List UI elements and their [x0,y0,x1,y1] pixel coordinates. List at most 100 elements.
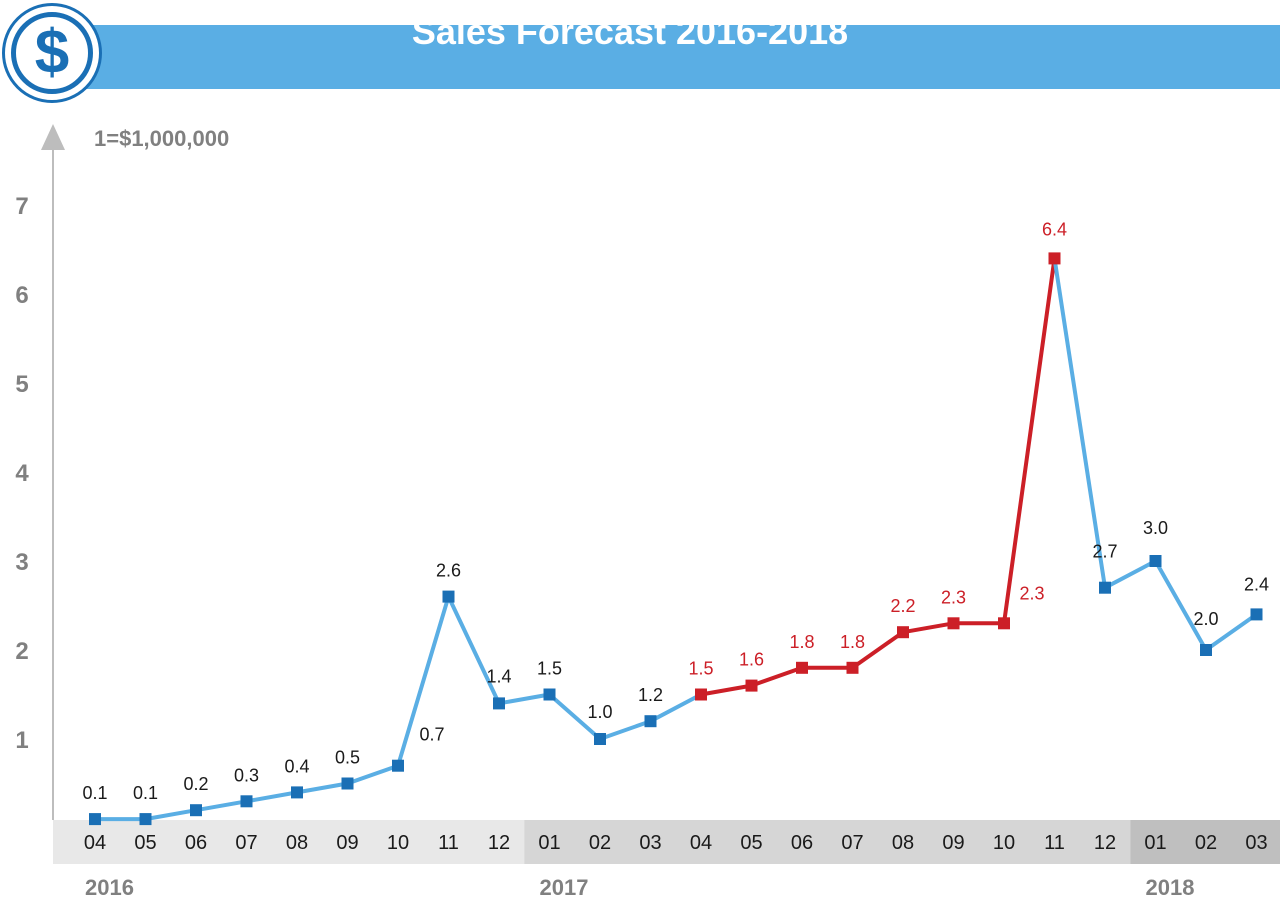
x-tick-label: 06 [791,832,813,854]
data-label: 2.3 [941,587,966,607]
forecast-line-segment [699,683,754,697]
y-tick-label: 2 [15,638,28,665]
x-tick-label: 04 [690,832,712,854]
data-point [796,661,808,674]
data-point [291,786,303,799]
data-point [392,759,404,772]
data-label: 1.5 [537,659,562,679]
data-label: 0.4 [284,756,309,776]
data-label: 0.1 [82,783,107,803]
x-tick-label: 10 [387,832,409,854]
x-tick-label: 02 [589,832,611,854]
data-point [695,688,707,701]
data-point [1200,644,1212,656]
data-label: 0.1 [133,783,158,803]
data-label: 0.5 [335,748,360,768]
x-tick-label: 08 [286,832,308,854]
x-tick-label: 11 [1044,832,1065,854]
data-point [139,813,152,826]
data-point [240,795,253,808]
data-label: 2.2 [890,596,915,616]
data-label: 2.4 [1244,574,1269,594]
year-label-2018: 2018 [1146,875,1195,900]
data-label: 1.6 [739,650,764,670]
data-point [947,617,960,630]
x-tick-label: 02 [1195,832,1217,854]
data-label: 6.4 [1042,219,1067,239]
x-tick-label: 12 [1094,832,1116,854]
x-tick-label: 03 [1245,832,1267,854]
dollar-symbol: $ [11,12,93,94]
y-tick-label: 3 [15,549,28,576]
x-tick-label: 01 [538,832,560,854]
data-label: 1.0 [587,702,612,722]
year-band-2018 [1130,820,1280,864]
x-tick-label: 04 [84,832,106,854]
data-point [442,590,455,603]
y-tick-label: 1 [15,727,28,754]
actual-line-segment [143,808,198,822]
x-tick-label: 11 [438,832,459,854]
data-label: 0.2 [183,774,208,794]
chart-title: Sales Forecast 2016-2018 [411,11,849,52]
forecast-line-segment [901,621,956,635]
data-label: 3.0 [1143,518,1168,538]
data-label: 2.0 [1193,609,1218,629]
x-tick-label: 08 [892,832,914,854]
data-label: 2.6 [436,561,461,581]
x-tick-label: 09 [336,832,358,854]
y-tick-label: 4 [15,460,29,487]
x-tick-label: 10 [993,832,1015,854]
data-label: 1.2 [638,685,663,705]
data-point [89,813,101,826]
x-tick-label: 06 [185,832,207,854]
x-tick-label: 05 [740,832,762,854]
actual-line-segment [1103,559,1158,590]
actual-line-segment [396,594,451,768]
forecast-line-segment [749,665,804,688]
actual-line-segment [345,763,400,786]
y-tick-label: 7 [15,193,28,220]
data-point [846,661,859,674]
actual-line-segment [648,692,703,724]
actual-line-segment [1052,256,1107,590]
data-label: 2.7 [1092,542,1117,562]
actual-line-segment [244,790,299,804]
year-band-2016 [53,820,525,864]
data-point [897,626,909,639]
data-point [1250,608,1263,621]
forecast-line-segment [1002,256,1057,626]
actual-line-segment [1204,612,1259,652]
data-point [1099,581,1111,594]
actual-line-segment [194,799,249,813]
data-point [1048,252,1061,265]
x-tick-label: 03 [639,832,661,854]
dollar-icon: $ [2,3,102,103]
actual-line-segment [547,692,602,741]
actual-line-segment [1153,559,1208,652]
x-tick-label: 01 [1144,832,1166,854]
x-tick-label: 07 [235,832,257,854]
x-tick-label: 07 [841,832,863,854]
y-axis-arrow [41,124,65,150]
data-point [543,688,556,701]
actual-line-segment [598,719,653,741]
year-label-2016: 2016 [85,875,134,900]
data-point [1149,555,1162,567]
actual-line-segment [497,692,552,706]
y-tick-label: 5 [15,371,28,398]
data-label: 0.7 [419,725,444,745]
x-tick-label: 09 [942,832,964,854]
data-point [190,804,202,817]
actual-line-segment [295,781,350,795]
data-label: 1.8 [840,632,865,652]
year-band-2017 [524,820,1131,864]
data-label: 1.8 [789,632,814,652]
x-tick-label: 05 [134,832,156,854]
data-point [745,679,758,692]
data-point [644,715,657,728]
year-label-2017: 2017 [540,875,589,900]
data-label: 0.3 [234,765,259,785]
